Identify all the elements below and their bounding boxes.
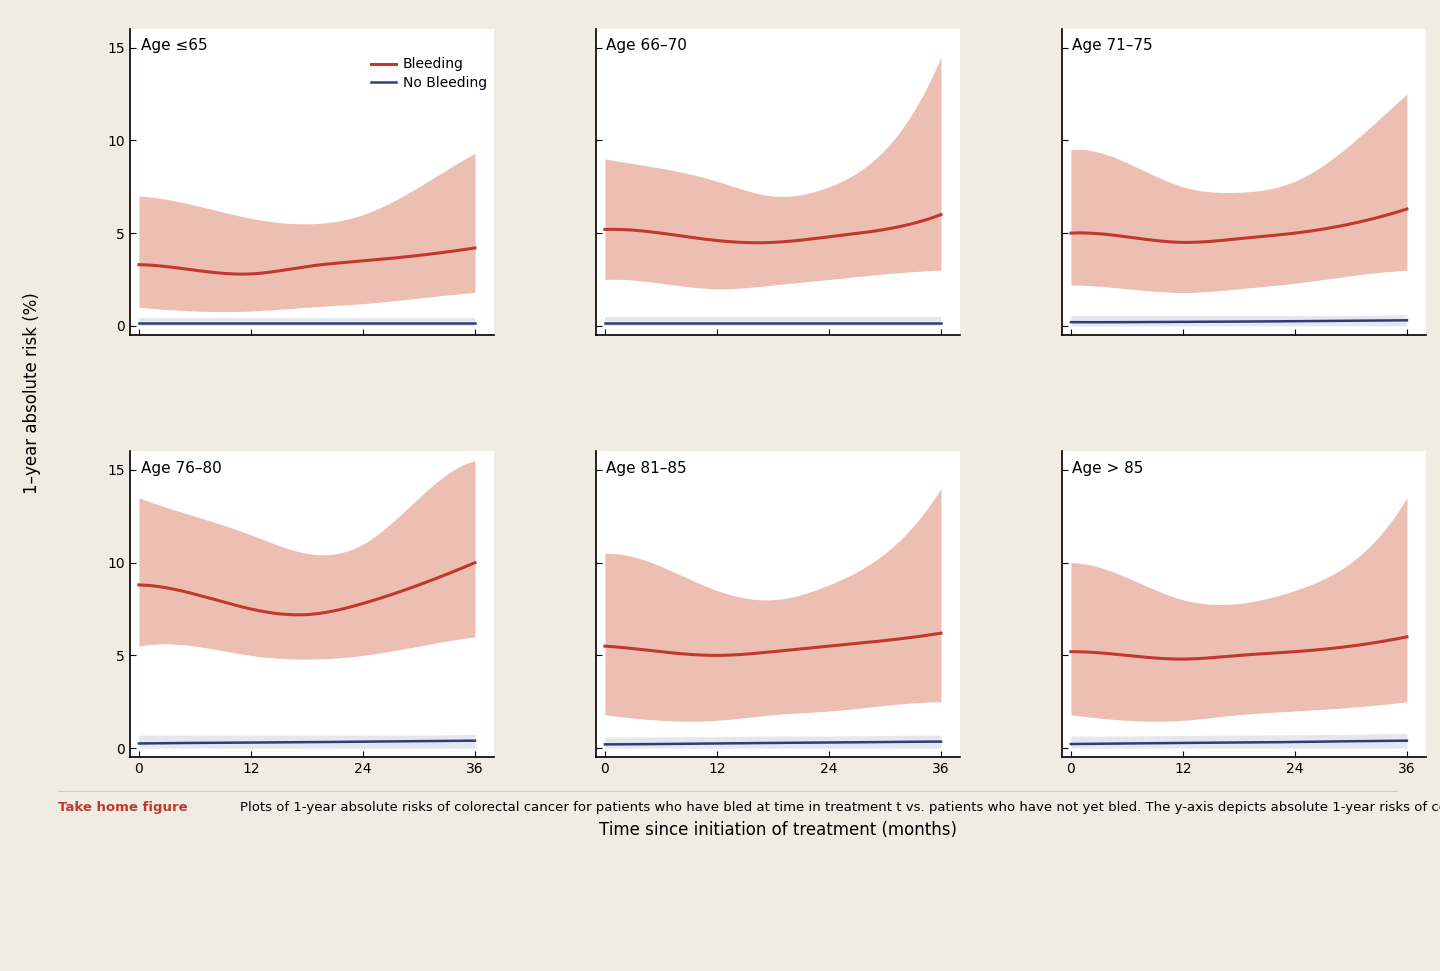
Text: 1–year absolute risk (%): 1–year absolute risk (%) (23, 292, 40, 494)
Text: Age 76–80: Age 76–80 (141, 460, 222, 476)
Text: Plots of 1-year absolute risks of colorectal cancer for patients who have bled a: Plots of 1-year absolute risks of colore… (223, 801, 1440, 814)
Text: Time since initiation of treatment (months): Time since initiation of treatment (mont… (599, 821, 956, 839)
Text: Age 66–70: Age 66–70 (606, 38, 687, 53)
Text: Age 71–75: Age 71–75 (1073, 38, 1153, 53)
Text: Take home figure: Take home figure (58, 801, 187, 814)
Text: Age 81–85: Age 81–85 (606, 460, 687, 476)
Text: Age > 85: Age > 85 (1073, 460, 1143, 476)
Text: Age ≤65: Age ≤65 (141, 38, 207, 53)
Legend: Bleeding, No Bleeding: Bleeding, No Bleeding (370, 57, 487, 89)
